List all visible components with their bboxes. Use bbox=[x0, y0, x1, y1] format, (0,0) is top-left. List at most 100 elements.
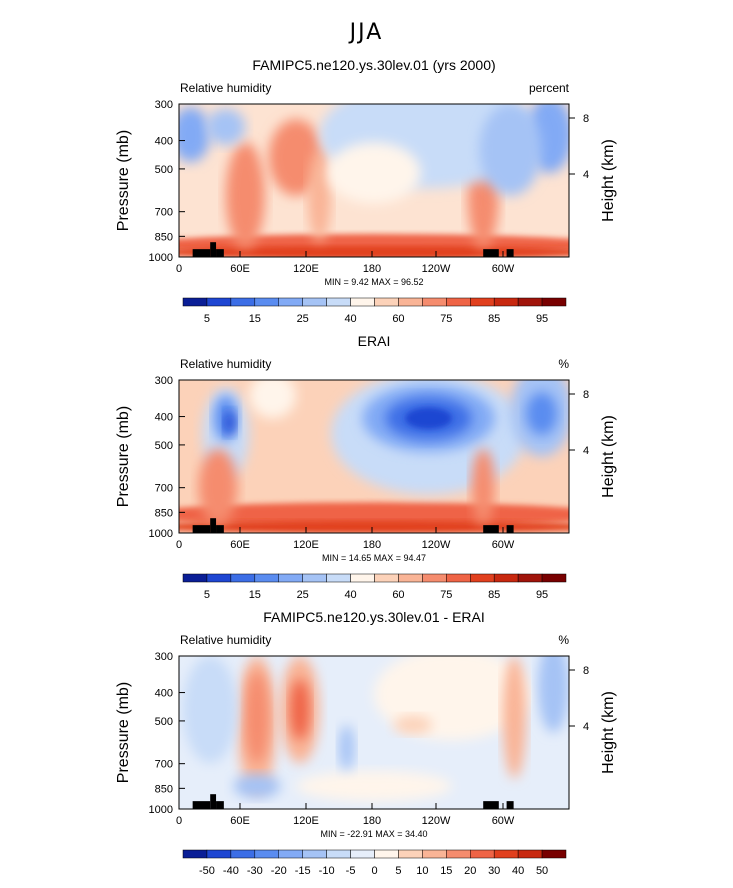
colorbar-label: 25 bbox=[297, 589, 309, 601]
contour-region bbox=[198, 448, 238, 526]
colorbar-swatch bbox=[398, 573, 423, 583]
contour-region bbox=[179, 107, 211, 163]
contour-region bbox=[225, 142, 265, 250]
colorbar-label: 40 bbox=[344, 313, 356, 325]
contour-region bbox=[179, 246, 569, 257]
contour-region bbox=[327, 142, 421, 204]
panel-title: FAMIPC5.ne120.ys.30lev.01 - ERAI bbox=[263, 609, 485, 625]
colorbar-label: 85 bbox=[488, 589, 500, 601]
contour-region bbox=[393, 715, 433, 735]
x-tick-label: 120E bbox=[293, 815, 319, 827]
topography-mask bbox=[216, 525, 224, 533]
colorbar-label: 0 bbox=[371, 865, 377, 877]
contour-region bbox=[526, 392, 558, 436]
x-tick-label: 60E bbox=[230, 539, 250, 551]
colorbar: 5 15 25 40 60 75 85 95 bbox=[182, 297, 567, 325]
colorbar-label: -20 bbox=[271, 865, 287, 877]
chart-panel-3: FAMIPC5.ne120.ys.30lev.01 - ERAI Relative… bbox=[115, 609, 617, 877]
colorbar-swatch bbox=[541, 573, 567, 583]
colorbar-swatch bbox=[350, 297, 375, 307]
colorbar-swatch bbox=[446, 573, 471, 583]
y-tick-label: 700 bbox=[155, 483, 173, 495]
colorbar-swatch bbox=[326, 849, 351, 859]
colorbar: 5 15 25 40 60 75 85 95 bbox=[182, 573, 567, 601]
contour-region bbox=[290, 678, 310, 741]
y-tick-label: 400 bbox=[155, 412, 173, 424]
contour-region bbox=[405, 407, 452, 429]
contour-region bbox=[182, 656, 238, 764]
colorbar-label: 30 bbox=[488, 865, 500, 877]
colorbar-swatch bbox=[398, 849, 423, 859]
colorbar-swatch bbox=[493, 573, 519, 583]
colorbar-label: 15 bbox=[249, 589, 261, 601]
y-tick-label: 700 bbox=[155, 759, 173, 771]
colorbar-label: 60 bbox=[392, 589, 404, 601]
colorbar-swatch bbox=[446, 297, 471, 307]
colorbar-swatch bbox=[374, 573, 399, 583]
colorbar-label: -5 bbox=[346, 865, 356, 877]
min-max-label: MIN = -22.91 MAX = 34.40 bbox=[320, 829, 427, 839]
colorbar-swatch bbox=[374, 849, 399, 859]
colorbar-swatch bbox=[350, 573, 375, 583]
colorbar-swatch bbox=[230, 297, 256, 307]
y-tick-label: 1000 bbox=[149, 528, 173, 540]
topography-mask bbox=[192, 801, 211, 809]
topography-mask bbox=[483, 801, 499, 809]
colorbar-label: 20 bbox=[464, 865, 476, 877]
colorbar-label: 75 bbox=[440, 313, 452, 325]
height-axis-title: Height (km) bbox=[600, 139, 617, 222]
y-tick-label: 850 bbox=[155, 507, 173, 519]
colorbar-swatch bbox=[326, 573, 351, 583]
x-tick-label: 180 bbox=[363, 539, 381, 551]
colorbar-label: 40 bbox=[512, 865, 524, 877]
colorbar-swatch bbox=[182, 849, 208, 859]
contour-region bbox=[471, 448, 495, 526]
colorbar-swatch bbox=[302, 573, 327, 583]
contour-region bbox=[307, 149, 332, 242]
x-tick-label: 120W bbox=[422, 539, 451, 551]
colorbar-label: 5 bbox=[204, 589, 210, 601]
colorbar-label: 25 bbox=[297, 313, 309, 325]
y-tick-label: 850 bbox=[155, 231, 173, 243]
colorbar-label: 75 bbox=[440, 589, 452, 601]
y-tick-label: 300 bbox=[155, 375, 173, 387]
contour-field bbox=[179, 380, 569, 533]
y-tick-label: 300 bbox=[155, 99, 173, 111]
topography-mask bbox=[483, 525, 499, 533]
colorbar-swatch bbox=[254, 297, 279, 307]
contour-field bbox=[179, 104, 569, 257]
topography-mask bbox=[210, 242, 217, 257]
contour-region bbox=[338, 724, 355, 771]
height-axis-title: Height (km) bbox=[600, 415, 617, 498]
x-tick-label: 180 bbox=[363, 815, 381, 827]
contour-region bbox=[233, 773, 281, 799]
y-tick-label: 850 bbox=[155, 783, 173, 795]
colorbar-swatch bbox=[374, 297, 399, 307]
colorbar-label: -30 bbox=[247, 865, 263, 877]
colorbar-swatch bbox=[350, 849, 375, 859]
contour-region bbox=[296, 770, 452, 802]
topography-mask bbox=[483, 249, 499, 257]
colorbar-label: 95 bbox=[536, 313, 548, 325]
topography-mask bbox=[192, 249, 211, 257]
y-tick-label: 400 bbox=[155, 136, 173, 148]
x-tick-label: 180 bbox=[363, 263, 381, 275]
colorbar-swatch bbox=[446, 849, 471, 859]
colorbar-swatch bbox=[206, 849, 232, 859]
contour-region bbox=[479, 104, 542, 196]
topography-mask bbox=[210, 794, 217, 809]
colorbar-label: -10 bbox=[319, 865, 335, 877]
contour-region bbox=[179, 502, 569, 527]
y-tick-label: 500 bbox=[155, 716, 173, 728]
colorbar-swatch bbox=[278, 297, 303, 307]
colorbar-swatch bbox=[517, 573, 543, 583]
contour-field bbox=[179, 656, 569, 809]
colorbar-swatch bbox=[278, 573, 303, 583]
colorbar-swatch bbox=[422, 297, 447, 307]
colorbar-swatch bbox=[278, 849, 303, 859]
field-label: Relative humidity bbox=[180, 633, 271, 647]
units-label: % bbox=[558, 357, 569, 371]
units-label: percent bbox=[529, 81, 570, 95]
topography-mask bbox=[506, 801, 514, 809]
